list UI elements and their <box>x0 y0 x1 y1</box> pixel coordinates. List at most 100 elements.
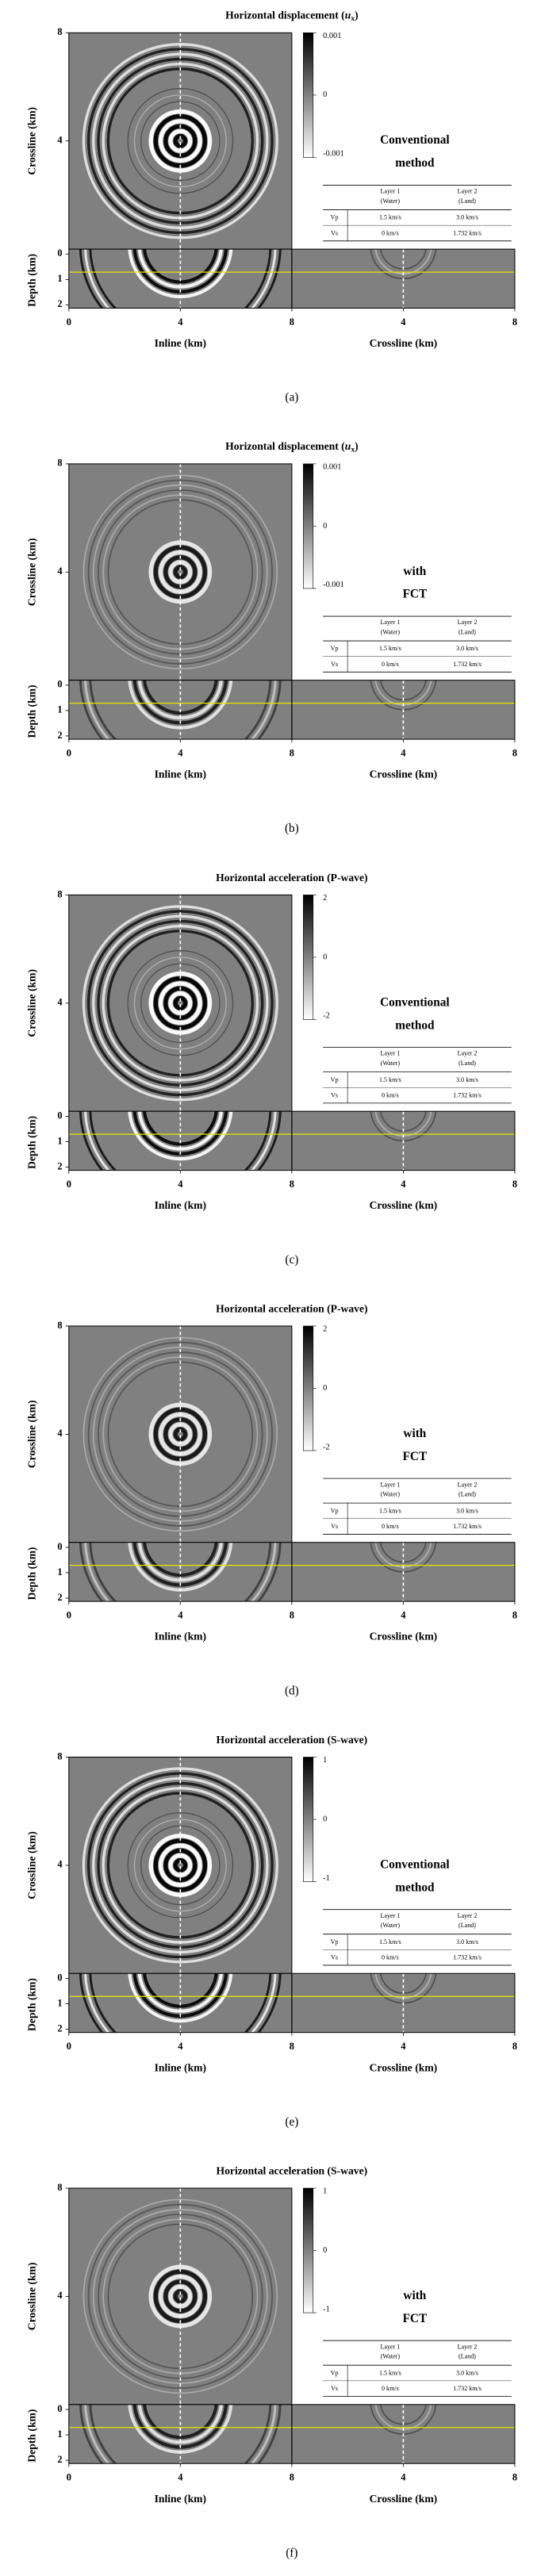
table-cell: 0 km/s <box>382 2385 399 2392</box>
x-axis-label: Inline (km) <box>155 769 206 781</box>
table-header: (Land) <box>459 629 476 636</box>
table-header: Layer 2 <box>458 1912 478 1919</box>
wave-ring <box>87 1341 273 1527</box>
colorbar-label: -0.001 <box>323 150 344 159</box>
table-header: (Water) <box>381 1060 401 1067</box>
y-tick-label: 4 <box>57 997 62 1008</box>
y-tick-label: 0 <box>57 1541 62 1552</box>
colorbar-label: -2 <box>323 1443 330 1451</box>
y-tick-label: 1 <box>57 1997 62 2008</box>
y-axis-label: Crossline (km) <box>25 1831 38 1899</box>
table-cell: 1.5 km/s <box>379 214 401 221</box>
table-header: (Water) <box>381 2353 401 2360</box>
y-tick-label: 8 <box>57 2182 62 2193</box>
y-tick-label: 2 <box>57 2454 62 2465</box>
table-header: Layer 1 <box>380 1050 400 1057</box>
caption: (e) <box>285 2115 298 2129</box>
table-header: (Land) <box>459 1491 476 1498</box>
colorbar-label: 0.001 <box>323 32 341 40</box>
wave-ring <box>87 2203 273 2389</box>
x-tick-label: 0 <box>67 748 71 759</box>
table-header: (Land) <box>459 1922 476 1929</box>
panel: Horizontal acceleration (S-wave) 4 8 Crossl… <box>25 1734 517 2129</box>
table-header: (Land) <box>459 2353 476 2360</box>
caption: (d) <box>285 1684 299 1697</box>
x-tick-label: 8 <box>512 748 517 759</box>
x-tick-label: 8 <box>290 1610 294 1621</box>
method-label: Conventional <box>380 133 449 147</box>
table-header: (Water) <box>381 1922 401 1929</box>
y-axis-label: Depth (km) <box>25 1547 38 1600</box>
table-cell: Vp <box>331 1076 339 1083</box>
y-tick-label: 8 <box>57 888 62 899</box>
caption: (b) <box>285 822 299 835</box>
title-text: Horizontal displacement ( <box>225 10 345 22</box>
x-tick-label: 4 <box>178 748 182 759</box>
y-tick-label: 8 <box>57 26 62 37</box>
table-cell: 1.732 km/s <box>453 229 482 236</box>
y-tick-label: 4 <box>57 1428 62 1439</box>
y-tick-label: 1 <box>57 1135 62 1146</box>
title-var: u <box>345 10 351 21</box>
y-tick-label: 4 <box>57 1859 62 1870</box>
table-header: (Water) <box>381 629 401 636</box>
table-cell: 3.0 km/s <box>456 1938 478 1945</box>
table-cell: Vp <box>331 645 339 652</box>
y-axis-label: Crossline (km) <box>25 107 38 175</box>
x-tick-label: 8 <box>512 2041 517 2052</box>
table-cell: 1.732 km/s <box>453 661 482 668</box>
x-tick-label: 8 <box>290 2472 294 2483</box>
y-tick-label: 1 <box>57 704 62 715</box>
colorbar <box>303 33 314 158</box>
y-tick-label: 8 <box>57 458 62 469</box>
colorbar-label: -1 <box>323 2305 330 2313</box>
method-label: Conventional <box>380 995 449 1009</box>
table-cell: Vs <box>331 2385 338 2392</box>
table-cell: Vp <box>331 2369 339 2376</box>
x-axis-label: Inline (km) <box>155 1199 206 1212</box>
colorbar-label: 0 <box>323 953 327 961</box>
method-label: method <box>395 1880 435 1894</box>
property-table: Layer 1 (Water) Layer 2 (Land) Vp 1.5 km/s 3.0… <box>323 615 512 673</box>
table-cell: 1.732 km/s <box>453 2385 482 2392</box>
caption: (f) <box>286 2546 297 2559</box>
y-axis-label: Depth (km) <box>25 2409 38 2463</box>
wave-ring <box>86 1772 274 1959</box>
y-tick-label: 2 <box>57 1592 62 1603</box>
y-axis-label: Depth (km) <box>25 1116 38 1169</box>
table-cell: 1.5 km/s <box>379 1076 401 1083</box>
table-cell: 3.0 km/s <box>456 1076 478 1083</box>
table-cell: 3.0 km/s <box>456 2369 478 2376</box>
table-header: Layer 2 <box>458 2343 478 2350</box>
table-cell: Vs <box>331 1523 338 1530</box>
y-tick-label: 1 <box>57 2428 62 2440</box>
table-header: Layer 1 <box>380 1912 400 1919</box>
table-header: (Water) <box>381 197 401 205</box>
colorbar-label: 0 <box>323 1384 327 1393</box>
y-axis-label: Depth (km) <box>25 1978 38 2031</box>
panel-title: Horizontal acceleration (S-wave) <box>217 1734 368 1746</box>
x-axis-label: Inline (km) <box>155 2061 206 2074</box>
wave-ring <box>87 479 273 665</box>
wave-ring <box>142 1973 218 2008</box>
table-header: Layer 1 <box>380 2343 400 2350</box>
x-tick-label: 4 <box>401 748 405 759</box>
table-cell: 1.5 km/s <box>379 1507 401 1514</box>
colorbar <box>303 463 314 589</box>
x-tick-label: 4 <box>178 1610 182 1621</box>
x-tick-label: 4 <box>178 1179 182 1190</box>
x-axis-label: Crossline (km) <box>370 2061 438 2074</box>
colorbar-label: 0 <box>323 522 327 531</box>
y-axis-label: Crossline (km) <box>25 1401 38 1469</box>
x-axis-label: Crossline (km) <box>370 769 438 781</box>
wave-ring <box>86 48 274 235</box>
table-cell: Vs <box>331 1091 338 1098</box>
property-table: Layer 1 (Water) Layer 2 (Land) Vp 1.5 km/s 3.0… <box>323 1047 512 1104</box>
method-label: method <box>395 1018 435 1032</box>
table-header: Layer 2 <box>458 1050 478 1057</box>
x-tick-label: 0 <box>67 2041 71 2052</box>
x-tick-label: 4 <box>401 2041 405 2052</box>
table-header: Layer 2 <box>458 619 478 626</box>
title-sub: x <box>351 15 355 23</box>
